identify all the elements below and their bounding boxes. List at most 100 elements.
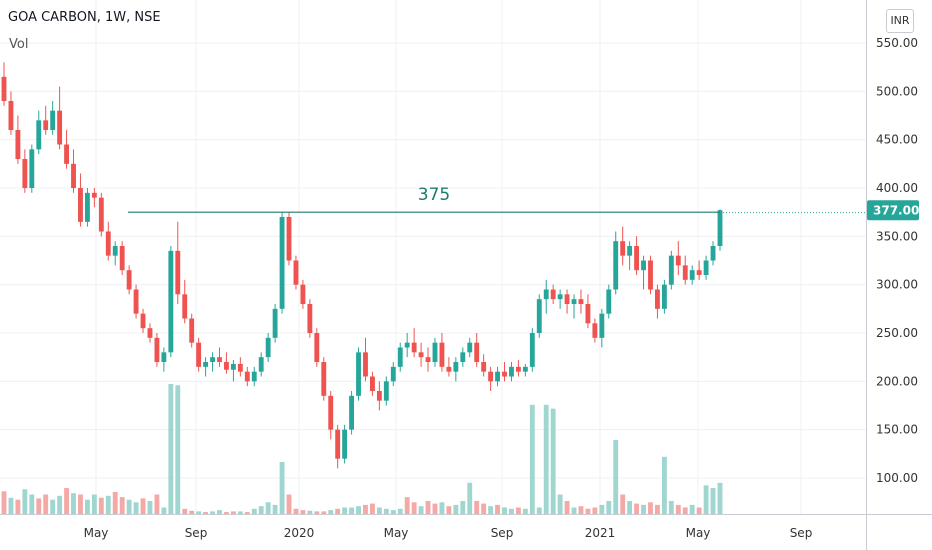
volume-bar <box>126 499 132 514</box>
candle-body <box>43 120 49 130</box>
volume-bar <box>474 501 480 514</box>
volume-bar <box>286 494 292 514</box>
volume-bar <box>710 488 716 514</box>
candle-body <box>98 197 104 232</box>
volume-bar <box>307 510 313 514</box>
currency-button[interactable]: INR <box>886 9 914 33</box>
volume-bar <box>467 482 473 514</box>
volume-bar <box>217 510 222 514</box>
volume-bar <box>71 493 76 514</box>
candle-body <box>1 76 7 101</box>
volume-bar <box>335 508 341 514</box>
volume-bar <box>230 511 236 514</box>
candle-body <box>293 260 299 285</box>
candle-body <box>641 260 646 271</box>
candle-body <box>453 362 459 372</box>
volume-bar <box>210 511 215 514</box>
volume-bar <box>703 485 709 514</box>
y-tick-label: 250.00 <box>876 326 918 340</box>
candle-body <box>349 395 355 430</box>
candle-body <box>627 246 633 256</box>
volume-bar <box>349 507 355 514</box>
volume-bar <box>1 491 7 514</box>
volume-bar <box>522 508 528 514</box>
volume-bar <box>488 506 494 514</box>
volume-bar <box>453 504 459 514</box>
candle-body <box>8 101 14 130</box>
volume-bar <box>237 511 243 514</box>
volume-bar <box>571 507 577 514</box>
candle-body <box>217 357 222 362</box>
candle-body <box>265 337 271 358</box>
volume-bar <box>620 494 626 514</box>
candle-body <box>655 289 660 309</box>
candle-body <box>64 144 69 164</box>
volume-bar <box>641 504 646 514</box>
candle-body <box>668 255 674 285</box>
volume-bar <box>293 508 299 514</box>
candle-body <box>418 352 424 358</box>
volume-bar <box>397 508 403 514</box>
candle-body <box>147 328 153 338</box>
x-tick-label: Sep <box>185 526 208 540</box>
candle-body <box>481 362 487 372</box>
volume-bar <box>314 511 320 514</box>
volume-bar <box>509 508 514 514</box>
candle-body <box>363 352 368 377</box>
candle-body <box>342 429 348 459</box>
volume-bar <box>57 495 63 514</box>
volume-bar <box>363 504 368 514</box>
candle-body <box>634 246 640 271</box>
volume-bar <box>606 501 612 514</box>
candle-body <box>425 357 431 362</box>
x-tick-label: 2021 <box>585 526 616 540</box>
candle-body <box>189 318 195 343</box>
candle-body <box>411 342 417 353</box>
candle-body <box>710 246 716 261</box>
candle-body <box>321 362 327 396</box>
volume-bar <box>439 502 445 514</box>
candle-body <box>696 270 702 275</box>
volume-bar <box>133 502 139 514</box>
candle-body <box>307 304 313 333</box>
candle-body <box>432 342 438 362</box>
candle-body <box>376 391 382 401</box>
volume-bar <box>502 507 507 514</box>
volume-bar <box>98 497 104 514</box>
candle-body <box>78 188 83 222</box>
grid <box>0 0 866 514</box>
candle-body <box>689 270 695 280</box>
candle-body <box>237 363 243 372</box>
candle-body <box>272 308 278 338</box>
volume-bar <box>140 498 146 514</box>
x-tick-label: May <box>84 526 109 540</box>
volume-bar <box>22 489 28 514</box>
volume-bar <box>251 508 257 514</box>
x-tick-label: Sep <box>491 526 514 540</box>
volume-bar <box>36 498 42 514</box>
candle-body <box>105 231 111 256</box>
volume-bar <box>404 497 410 514</box>
volume-bar <box>300 510 306 514</box>
volume-bar <box>675 504 681 514</box>
candle-body <box>286 217 292 261</box>
x-tick-label: 2020 <box>284 526 315 540</box>
candle-body <box>119 246 125 271</box>
candle-body <box>71 163 76 188</box>
volume-bar <box>592 507 598 514</box>
candle-body <box>599 313 605 338</box>
y-tick-label: 400.00 <box>876 181 918 195</box>
candle-body <box>91 192 97 198</box>
candle-body <box>300 284 306 304</box>
volume-bar <box>203 512 209 514</box>
volume-bar <box>50 499 56 514</box>
y-tick-label: 350.00 <box>876 229 918 243</box>
candle-body <box>383 381 389 401</box>
candle-body <box>509 366 514 377</box>
candle-body <box>474 342 480 362</box>
volume-bar <box>328 510 334 514</box>
candle-body <box>446 366 452 372</box>
volume-bar <box>460 501 466 514</box>
